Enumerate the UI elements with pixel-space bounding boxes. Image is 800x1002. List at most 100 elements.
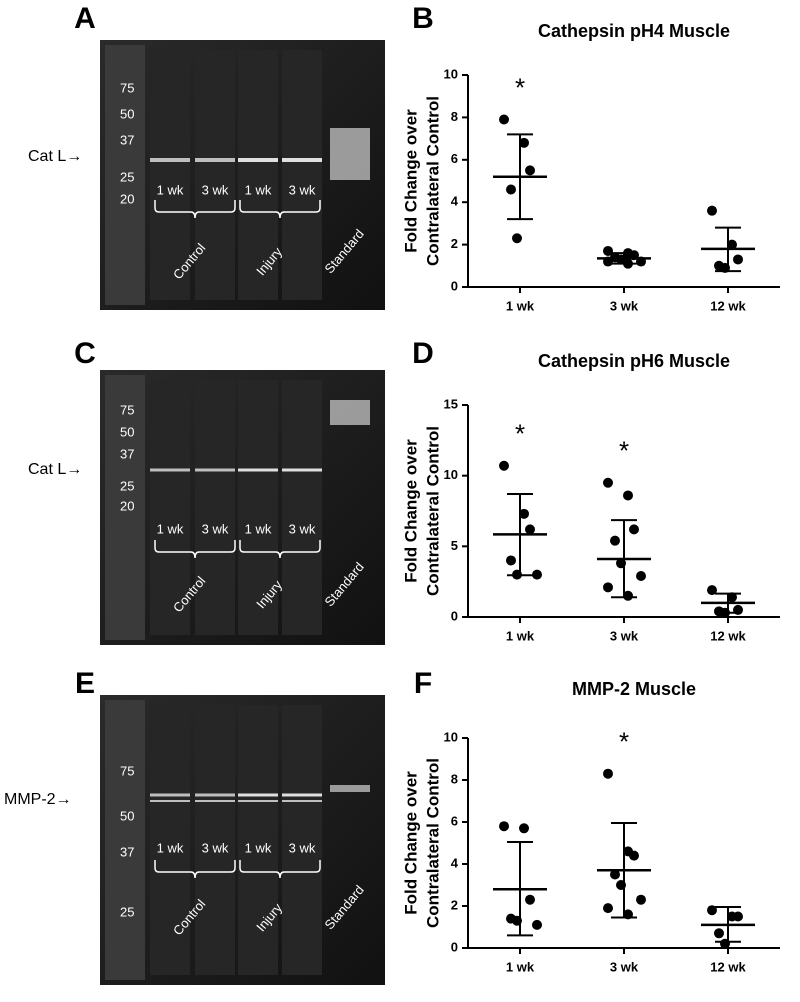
lane-label: 1 wk bbox=[157, 182, 184, 197]
significance-mark: * bbox=[515, 72, 525, 102]
data-point bbox=[499, 821, 509, 832]
y-tick-label: 2 bbox=[451, 897, 458, 912]
y-axis-label: Fold Change over bbox=[401, 109, 420, 253]
x-tick-label: 3 wk bbox=[610, 628, 639, 643]
gel-band bbox=[195, 158, 235, 162]
gel-lane bbox=[282, 380, 322, 635]
y-tick-label: 4 bbox=[451, 194, 459, 209]
lane-label: 3 wk bbox=[202, 182, 229, 197]
y-axis-label: Contralateral Control bbox=[423, 758, 442, 928]
y-tick-label: 8 bbox=[451, 771, 458, 786]
gel-band bbox=[238, 158, 278, 162]
data-point bbox=[727, 239, 737, 250]
panel-letter: E bbox=[75, 667, 95, 700]
data-point bbox=[525, 894, 535, 905]
marker-label: 37 bbox=[120, 446, 134, 461]
bracket bbox=[154, 200, 236, 219]
x-tick-label: 12 wk bbox=[710, 628, 746, 643]
gel-lane bbox=[238, 705, 278, 975]
data-point bbox=[499, 114, 509, 125]
data-point bbox=[512, 233, 522, 244]
y-tick-label: 5 bbox=[451, 538, 458, 553]
significance-mark: * bbox=[515, 419, 525, 449]
marker-label: 20 bbox=[120, 498, 134, 513]
data-point bbox=[519, 823, 529, 834]
gel-lane bbox=[195, 705, 235, 975]
y-tick-label: 10 bbox=[444, 66, 458, 81]
bracket bbox=[154, 540, 236, 559]
gel-band bbox=[150, 468, 190, 472]
gel-band bbox=[282, 800, 322, 802]
data-point bbox=[610, 535, 620, 546]
gel-lane bbox=[150, 50, 190, 300]
marker-label: 25 bbox=[120, 904, 134, 919]
bracket bbox=[154, 860, 236, 879]
data-point bbox=[519, 508, 529, 519]
panel-letter: C bbox=[74, 337, 96, 370]
x-tick-label: 1 wk bbox=[506, 959, 535, 974]
data-point bbox=[707, 585, 717, 596]
x-tick-label: 12 wk bbox=[710, 959, 746, 974]
data-point bbox=[714, 928, 724, 939]
gel-band bbox=[150, 158, 190, 162]
marker-label: 50 bbox=[120, 424, 134, 439]
gel-band bbox=[238, 468, 278, 472]
gel-band bbox=[282, 158, 322, 162]
data-point bbox=[603, 245, 613, 256]
gel-lane bbox=[195, 50, 235, 300]
panel-letter: A bbox=[74, 2, 96, 35]
y-tick-label: 10 bbox=[444, 729, 458, 744]
marker-label: 25 bbox=[120, 478, 134, 493]
y-tick-label: 15 bbox=[444, 396, 458, 411]
data-point bbox=[707, 205, 717, 216]
gel-lane bbox=[150, 705, 190, 975]
data-point bbox=[733, 911, 743, 922]
data-point bbox=[525, 165, 535, 176]
y-tick-label: 0 bbox=[451, 608, 458, 623]
data-point bbox=[506, 184, 516, 195]
x-tick-label: 3 wk bbox=[610, 959, 639, 974]
data-point bbox=[519, 137, 529, 148]
y-tick-label: 4 bbox=[451, 855, 459, 870]
lane-label: 1 wk bbox=[245, 840, 272, 855]
significance-mark: * bbox=[619, 727, 629, 757]
data-point bbox=[499, 460, 509, 471]
bracket bbox=[239, 200, 321, 219]
x-tick-label: 3 wk bbox=[610, 298, 639, 313]
marker-label: 50 bbox=[120, 808, 134, 823]
gel-lane bbox=[282, 50, 322, 300]
marker-label: 37 bbox=[120, 132, 134, 147]
significance-mark: * bbox=[619, 436, 629, 466]
y-axis-label: Contralateral Control bbox=[423, 426, 442, 596]
gel-lane bbox=[282, 705, 322, 975]
data-point bbox=[506, 555, 516, 566]
gel-band bbox=[150, 800, 190, 802]
gel-lane bbox=[238, 50, 278, 300]
data-point bbox=[532, 919, 542, 930]
marker-label: 75 bbox=[120, 763, 134, 778]
y-tick-label: 0 bbox=[451, 939, 458, 954]
gel-band bbox=[195, 793, 235, 797]
data-point bbox=[532, 569, 542, 580]
y-axis-label: Fold Change over bbox=[401, 771, 420, 915]
data-point bbox=[525, 524, 535, 535]
marker-label: 37 bbox=[120, 844, 134, 859]
data-point bbox=[629, 524, 639, 535]
chart-title: Cathepsin pH4 Muscle bbox=[538, 21, 730, 41]
y-tick-label: 2 bbox=[451, 236, 458, 251]
target-label: Cat L→ bbox=[28, 148, 82, 165]
data-point bbox=[603, 582, 613, 593]
lane-label: 1 wk bbox=[245, 521, 272, 536]
gel-lane bbox=[238, 380, 278, 635]
y-tick-label: 6 bbox=[451, 151, 458, 166]
ladder-lane bbox=[105, 45, 145, 305]
panel-letter: F bbox=[414, 667, 432, 700]
panel-letter: B bbox=[412, 2, 434, 35]
marker-label: 25 bbox=[120, 169, 134, 184]
standard-band bbox=[330, 785, 370, 792]
data-point bbox=[629, 850, 639, 861]
ladder-lane bbox=[105, 375, 145, 640]
data-point bbox=[727, 592, 737, 603]
lane-label: 1 wk bbox=[245, 182, 272, 197]
gel-band bbox=[238, 793, 278, 797]
